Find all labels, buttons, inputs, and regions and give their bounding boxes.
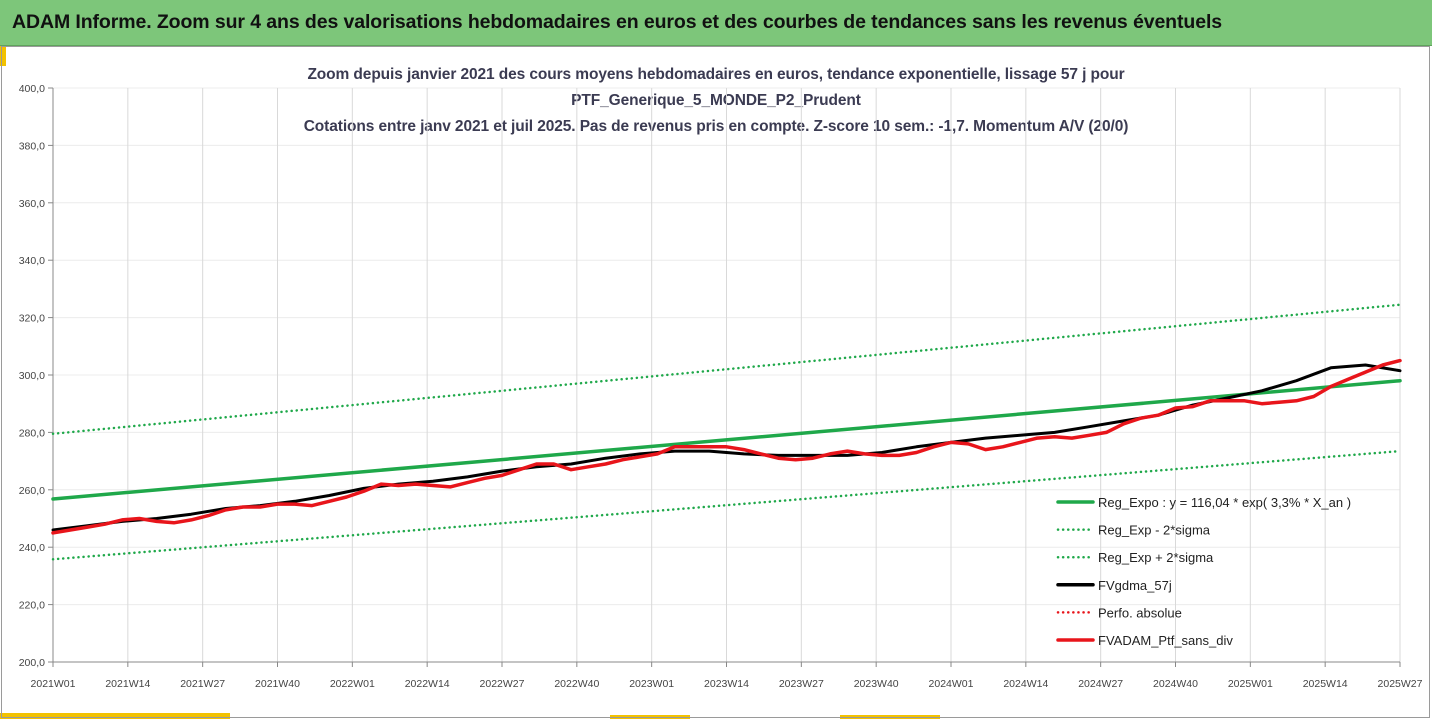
x-tick-label: 2024W01 bbox=[929, 678, 974, 690]
x-tick-label: 2022W01 bbox=[330, 678, 375, 690]
accent-bar-left bbox=[0, 46, 6, 66]
x-tick-label: 2022W27 bbox=[480, 678, 525, 690]
x-tick-label: 2023W14 bbox=[704, 678, 749, 690]
legend-label: Perfo. absolue bbox=[1098, 605, 1182, 620]
y-tick-label: 280,0 bbox=[19, 427, 45, 439]
chart-title-line-1: Zoom depuis janvier 2021 des cours moyen… bbox=[307, 66, 1125, 83]
y-tick-label: 360,0 bbox=[19, 198, 45, 210]
x-tick-label: 2023W40 bbox=[854, 678, 899, 690]
y-tick-label: 220,0 bbox=[19, 600, 45, 612]
x-tick-label: 2021W40 bbox=[255, 678, 300, 690]
series-line-5 bbox=[51, 358, 1402, 535]
x-tick-label: 2023W01 bbox=[629, 678, 674, 690]
x-tick-label: 2021W01 bbox=[31, 678, 76, 690]
x-tick-label: 2025W14 bbox=[1303, 678, 1348, 690]
chart-title-line-3: Cotations entre janv 2021 et juil 2025. … bbox=[303, 118, 1129, 135]
y-tick-label: 380,0 bbox=[19, 140, 45, 152]
header-banner: ADAM Informe. Zoom sur 4 ans des valoris… bbox=[0, 0, 1432, 46]
axis-layer: 200,0 220,0 240,0 260,0 280,0 300,0 320,0 340,0… bbox=[19, 83, 1423, 690]
y-tick-label: 260,0 bbox=[19, 485, 45, 497]
legend-label: FVgdma_57j bbox=[1098, 578, 1172, 593]
x-tick-label: 2024W40 bbox=[1153, 678, 1198, 690]
legend-label: Reg_Exp + 2*sigma bbox=[1098, 550, 1214, 565]
y-tick-label: 340,0 bbox=[19, 255, 45, 267]
legend: Reg_Expo : y = 116,04 * exp( 3,3% * X_an… bbox=[1056, 495, 1351, 648]
chart-title-line-2: PTF_Generique_5_MONDE_P2_Prudent bbox=[571, 92, 861, 109]
y-tick-label: 400,0 bbox=[19, 83, 45, 95]
series-line-2 bbox=[51, 303, 1402, 436]
x-tick-label: 2022W40 bbox=[554, 678, 599, 690]
x-tick-label: 2021W14 bbox=[105, 678, 150, 690]
y-tick-label: 300,0 bbox=[19, 370, 45, 382]
x-tick-label: 2024W27 bbox=[1078, 678, 1123, 690]
x-tick-label: 2021W27 bbox=[180, 678, 225, 690]
accent-bar-bottom-left bbox=[0, 713, 230, 719]
x-tick-label: 2025W27 bbox=[1378, 678, 1423, 690]
banner-title: ADAM Informe. Zoom sur 4 ans des valoris… bbox=[12, 11, 1223, 33]
x-tick-label: 2024W14 bbox=[1003, 678, 1048, 690]
legend-label: FVADAM_Ptf_sans_div bbox=[1098, 633, 1233, 648]
series-layer bbox=[51, 303, 1402, 561]
y-tick-label: 200,0 bbox=[19, 657, 45, 669]
x-tick-label: 2022W14 bbox=[405, 678, 450, 690]
x-tick-label: 2023W27 bbox=[779, 678, 824, 690]
legend-label: Reg_Expo : y = 116,04 * exp( 3,3% * X_an… bbox=[1098, 495, 1351, 510]
grid-layer bbox=[52, 87, 1401, 663]
y-tick-label: 320,0 bbox=[19, 313, 45, 325]
series-line-0 bbox=[51, 378, 1402, 501]
series-line-1 bbox=[51, 449, 1402, 561]
legend-label: Reg_Exp - 2*sigma bbox=[1098, 523, 1211, 538]
x-tick-label: 2025W01 bbox=[1228, 678, 1273, 690]
y-tick-label: 240,0 bbox=[19, 542, 45, 554]
